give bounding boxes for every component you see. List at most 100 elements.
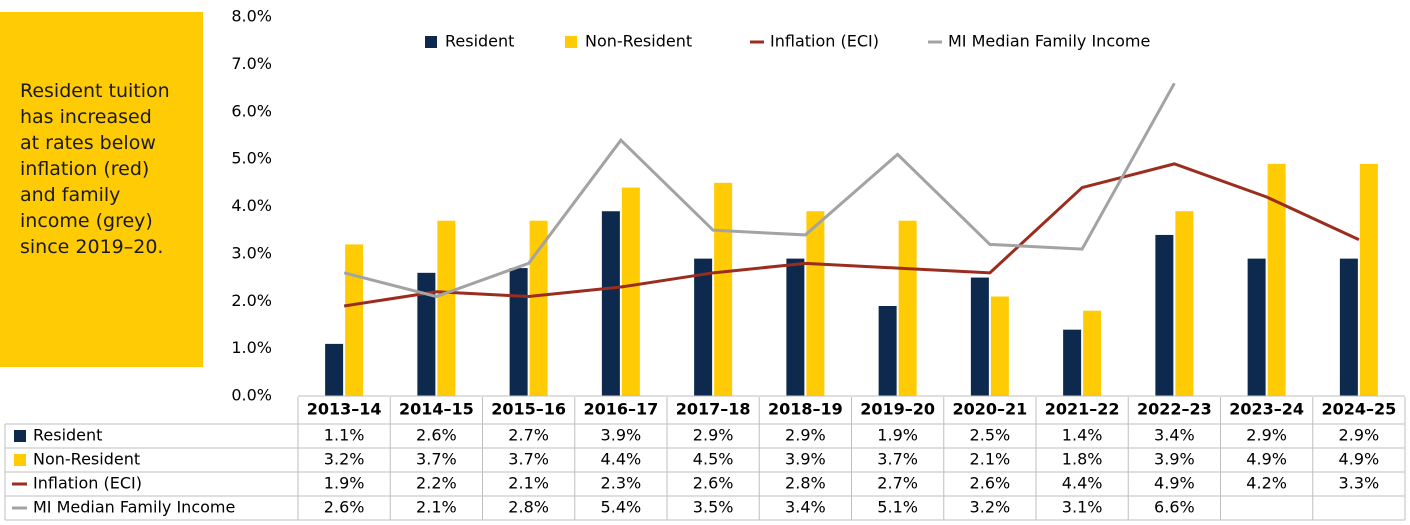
bar [714, 182, 733, 396]
x-tick-label: 2023–24 [1229, 400, 1304, 419]
table-cell: 3.9% [1154, 450, 1195, 469]
bar [437, 220, 456, 396]
table-cell: 1.9% [324, 474, 365, 493]
x-tick-label: 2015–16 [491, 400, 566, 419]
table-row-label: Non-Resident [33, 450, 140, 469]
table-swatch [14, 430, 26, 442]
table-cell: 2.9% [1339, 426, 1380, 445]
table-cell: 2.9% [785, 426, 826, 445]
table-cell: 1.1% [324, 426, 365, 445]
x-tick-label: 2016–17 [583, 400, 658, 419]
x-tick-label: 2013–14 [307, 400, 382, 419]
x-tick-label: 2024–25 [1321, 400, 1396, 419]
bar [529, 220, 548, 396]
table-cell: 2.7% [877, 474, 918, 493]
table-cell: 2.1% [416, 498, 457, 517]
table-cell: 2.1% [970, 450, 1011, 469]
table-cell: 4.5% [693, 450, 734, 469]
table-cell: 1.9% [877, 426, 918, 445]
x-tick-label: 2018–19 [768, 400, 843, 419]
table-cell: 2.3% [601, 474, 642, 493]
table-cell: 4.4% [601, 450, 642, 469]
table-cell: 2.9% [693, 426, 734, 445]
bar [1339, 258, 1358, 396]
y-tick-label: 6.0% [231, 101, 272, 120]
legend-swatch [425, 36, 437, 48]
table-cell: 2.1% [508, 474, 549, 493]
legend-label: Resident [445, 32, 514, 51]
table-swatch [14, 454, 26, 466]
legend-label: MI Median Family Income [948, 32, 1150, 51]
x-tick-label: 2014–15 [399, 400, 474, 419]
table-cell: 2.7% [508, 426, 549, 445]
bar [786, 258, 805, 396]
table-cell: 2.8% [785, 474, 826, 493]
bar [621, 187, 640, 396]
table-cell: 2.6% [416, 426, 457, 445]
table-cell: 3.9% [785, 450, 826, 469]
table-cell: 3.2% [324, 450, 365, 469]
bar [601, 211, 620, 396]
bar [970, 277, 989, 396]
y-tick-label: 2.0% [231, 291, 272, 310]
bar [1359, 163, 1378, 396]
bar [806, 211, 825, 396]
table-cell: 2.5% [970, 426, 1011, 445]
y-tick-label: 5.0% [231, 149, 272, 168]
bar [1155, 234, 1174, 396]
table-cell: 3.4% [785, 498, 826, 517]
line [343, 162, 1360, 308]
bar [898, 220, 917, 396]
table-row-label: Inflation (ECI) [33, 474, 142, 493]
bar [1247, 258, 1266, 396]
table-cell: 3.1% [1062, 498, 1103, 517]
table-cell: 3.5% [693, 498, 734, 517]
bar [1175, 211, 1194, 396]
table-cell: 4.9% [1339, 450, 1380, 469]
bar [417, 272, 436, 396]
bar [325, 343, 344, 396]
table-cell: 2.9% [1246, 426, 1287, 445]
table-row-label: Resident [33, 426, 102, 445]
table-cell: 4.9% [1246, 450, 1287, 469]
y-tick-label: 0.0% [231, 386, 272, 405]
table-cell: 2.6% [693, 474, 734, 493]
annotation: Resident tuition has increased at rates … [0, 12, 203, 367]
table-cell: 3.7% [877, 450, 918, 469]
table-cell: 2.2% [416, 474, 457, 493]
bar [1083, 310, 1102, 396]
table-cell: 2.6% [970, 474, 1011, 493]
x-tick-label: 2017–18 [676, 400, 751, 419]
legend-label: Inflation (ECI) [770, 32, 879, 51]
table-cell: 3.9% [601, 426, 642, 445]
table-cell: 4.9% [1154, 474, 1195, 493]
table-cell: 6.6% [1154, 498, 1195, 517]
bar [509, 268, 528, 396]
table-cell: 4.2% [1246, 474, 1287, 493]
legend-label: Non-Resident [585, 32, 692, 51]
table-cell: 4.4% [1062, 474, 1103, 493]
table-cell: 3.2% [970, 498, 1011, 517]
table-cell: 2.8% [508, 498, 549, 517]
table-cell: 3.7% [416, 450, 457, 469]
x-tick-label: 2021–22 [1045, 400, 1120, 419]
table-cell: 2.6% [324, 498, 365, 517]
y-tick-label: 7.0% [231, 54, 272, 73]
bar [345, 244, 364, 396]
bar [1063, 329, 1082, 396]
y-tick-label: 3.0% [231, 243, 272, 262]
y-tick-label: 4.0% [231, 196, 272, 215]
line [343, 82, 1176, 299]
table-row-label: MI Median Family Income [33, 498, 235, 517]
y-tick-label: 8.0% [231, 7, 272, 26]
table-cell: 3.4% [1154, 426, 1195, 445]
x-tick-label: 2020–21 [952, 400, 1027, 419]
bar [990, 296, 1009, 396]
table-cell: 3.7% [508, 450, 549, 469]
legend-swatch [565, 36, 577, 48]
bar [878, 305, 897, 396]
y-tick-label: 1.0% [231, 338, 272, 357]
table-cell: 5.1% [877, 498, 918, 517]
